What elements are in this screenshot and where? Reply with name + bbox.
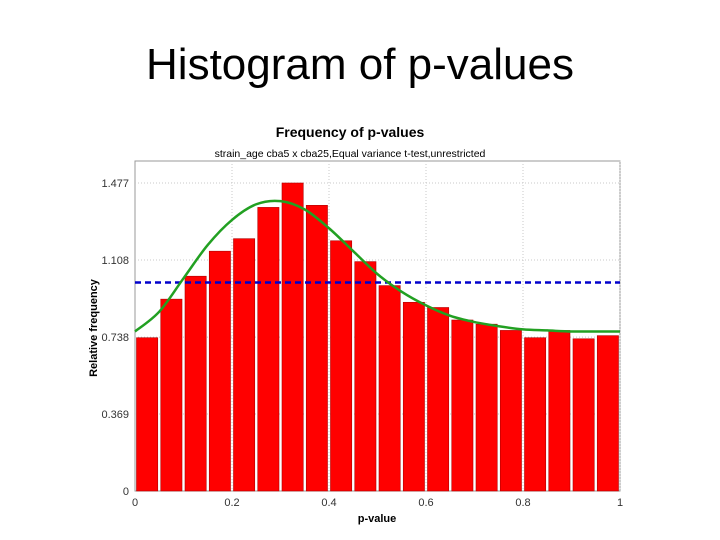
y-tick-label: 1.108 [101, 255, 129, 267]
histogram-bar [427, 307, 450, 492]
histogram-bar [378, 285, 401, 492]
histogram-bar [208, 250, 231, 492]
x-tick-label: 0 [132, 497, 138, 509]
histogram-bar [136, 337, 159, 492]
histogram-bar [330, 240, 353, 492]
histogram-bar [305, 205, 328, 492]
fitted-curve-group [134, 199, 620, 333]
histogram-bar [499, 330, 522, 492]
tick-labels: 0 0.369 0.738 1.108 1.477 0 0.2 0.4 0.6 0.8 1 [101, 178, 623, 509]
histogram-bar [233, 238, 256, 492]
y-tick-label: 0.738 [101, 332, 129, 344]
slide-title: Histogram of p-values [146, 40, 574, 89]
fitted-curve [134, 199, 620, 333]
y-tick-label: 1.477 [101, 178, 129, 190]
x-axis-title: p-value [358, 513, 397, 525]
y-tick-label: 0.369 [101, 409, 129, 421]
x-tick-label: 0.8 [515, 497, 530, 509]
histogram-bar [184, 275, 207, 492]
y-tick-label: 0 [123, 486, 129, 498]
histogram-bar [354, 261, 377, 492]
x-tick-label: 0.6 [418, 497, 433, 509]
x-tick-label: 1 [617, 497, 623, 509]
chart-subtitle: strain_age cba5 x cba25,Equal variance t… [215, 148, 486, 160]
histogram-bar [160, 298, 183, 492]
histogram-bar [257, 207, 280, 492]
histogram-bar [548, 330, 571, 492]
histogram-bar [281, 182, 304, 492]
x-tick-label: 0.2 [224, 497, 239, 509]
histogram-bar [596, 335, 619, 492]
histogram-bar [524, 337, 547, 492]
histogram-bar [402, 301, 425, 492]
x-tick-label: 0.4 [321, 497, 336, 509]
histogram-bar [572, 338, 595, 492]
chart-title: Frequency of p-values [276, 124, 425, 140]
plot-area [134, 160, 621, 492]
histogram-bar [451, 319, 474, 492]
gridlines [135, 161, 621, 491]
bars [136, 182, 619, 492]
y-axis-title: Relative frequency [88, 278, 100, 377]
histogram-bar [475, 323, 498, 492]
